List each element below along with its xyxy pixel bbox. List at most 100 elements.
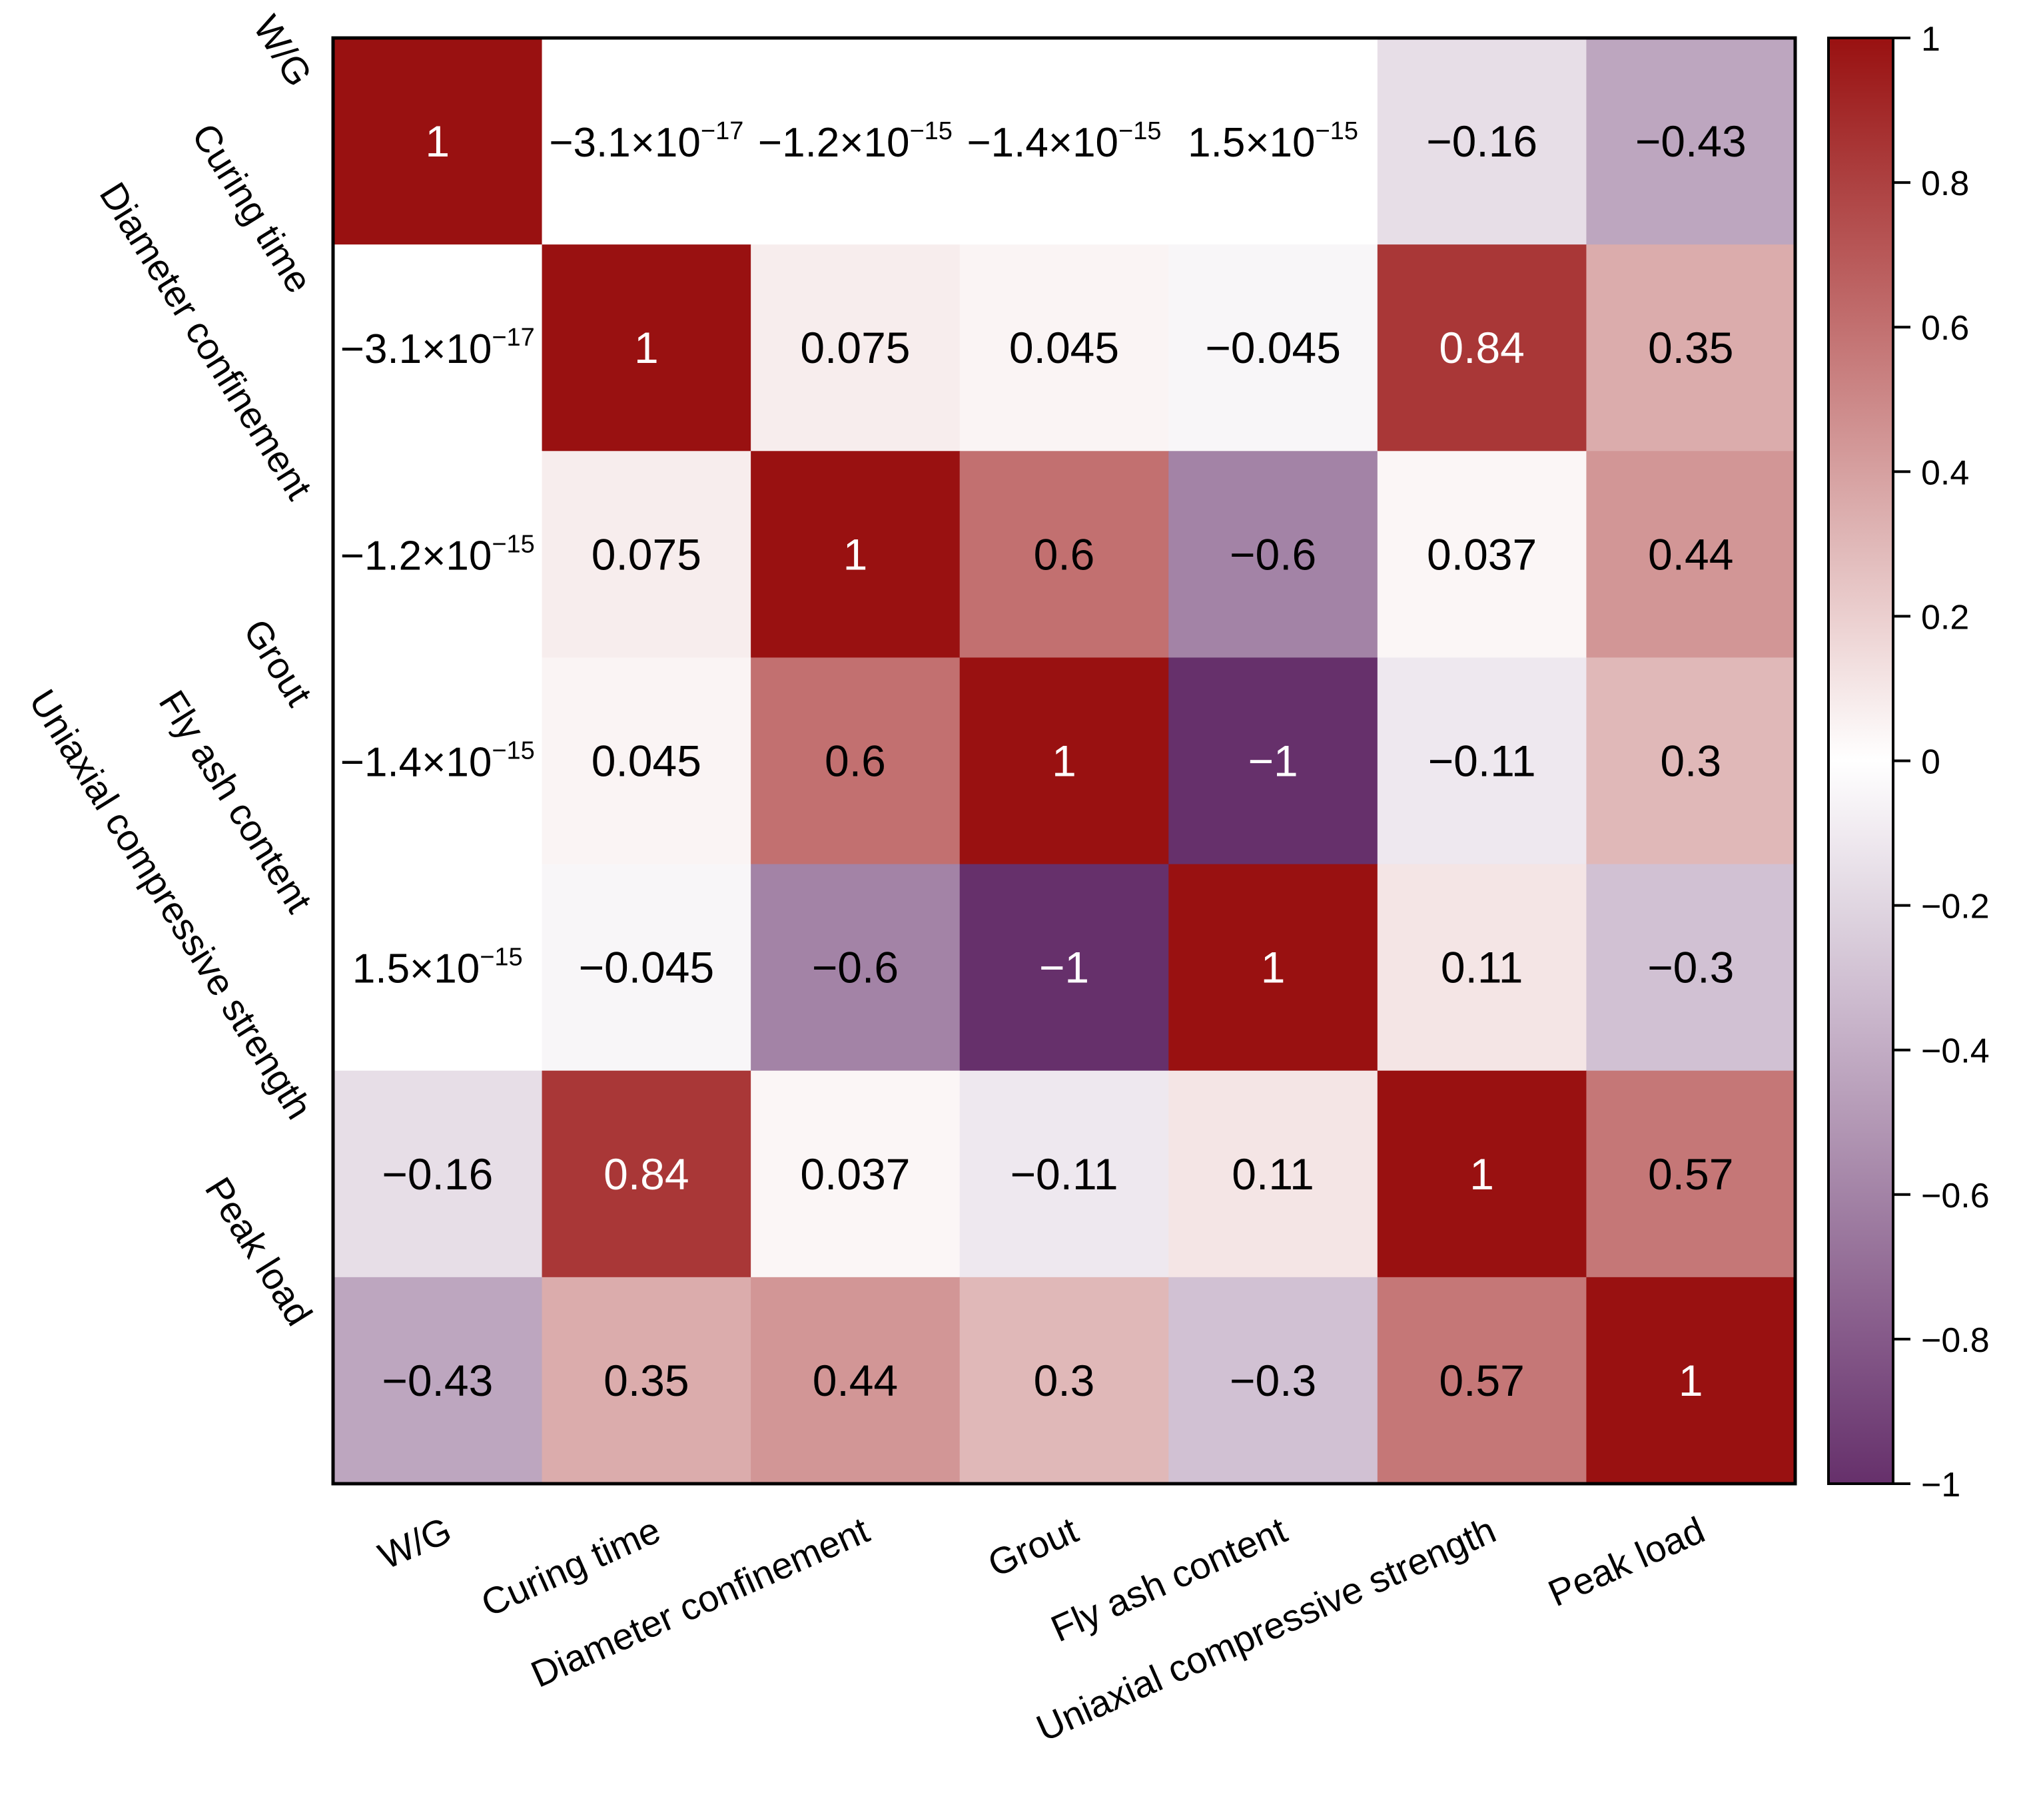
heatmap-cell [1586, 244, 1796, 452]
cell-value-label: 1 [1679, 1356, 1703, 1405]
cell-value-label: −0.3 [1647, 943, 1734, 992]
cell-value-label: −1.2×10−15 [758, 117, 953, 166]
heatmap-cell [959, 1070, 1169, 1278]
heatmap-cell [1377, 864, 1587, 1071]
colorbar-ticks: 1 0.8 0.6 0.4 0.2 0 −0.2 −0.4 −0.6 −0.8 −1 [1893, 20, 1990, 1504]
cell-value-label: 0.075 [592, 529, 701, 579]
heatmap-cell [1168, 451, 1378, 659]
cell-value-label: 0.84 [604, 1149, 689, 1199]
heatmap-cell [751, 38, 961, 245]
heatmap-cell [333, 864, 543, 1071]
cell-value-label: 0.037 [800, 1149, 910, 1199]
heatmap-cell [1586, 1070, 1796, 1278]
heatmap-cell [1168, 864, 1378, 1071]
heatmap-cells [333, 38, 1796, 1484]
cell-value-label: −0.045 [1205, 323, 1341, 372]
y-axis-label: W/G [245, 8, 320, 93]
cell-value-label: 1.5×10−15 [352, 944, 523, 992]
cell-value-label: 1 [634, 323, 659, 372]
heatmap-cell [959, 451, 1169, 659]
cell-value-label: 0.045 [592, 737, 701, 786]
cell-value-label: 0.84 [1439, 323, 1524, 372]
cell-value-label: 0.3 [1660, 737, 1721, 786]
heatmap-cell [751, 1070, 961, 1278]
colorbar-tick-label: −0.8 [1921, 1321, 1990, 1360]
cell-value-label: −1.4×10−15 [967, 117, 1161, 166]
cell-value-label: −1.4×10−15 [340, 737, 535, 786]
cell-value-label: 1 [843, 529, 868, 579]
cell-value-label: 0.045 [1009, 323, 1119, 372]
plot-frame [331, 36, 1797, 1486]
heatmap-cell [959, 657, 1169, 865]
cell-value-label: −0.6 [1230, 529, 1316, 579]
heatmap-cell [333, 1070, 543, 1278]
cell-value-label: 1.5×10−15 [1188, 117, 1358, 166]
cell-value-label: −1 [1248, 737, 1298, 786]
cell-value-label: 1 [1261, 943, 1286, 992]
colorbar-tick-label: −0.6 [1921, 1177, 1990, 1215]
cell-value-label: 0.57 [1648, 1149, 1733, 1199]
colorbar [1827, 37, 1894, 1485]
heatmap-cell [333, 38, 543, 245]
heatmap-cell [959, 864, 1169, 1071]
cell-value-label: 0.44 [1648, 529, 1733, 579]
heatmap-cell [1168, 657, 1378, 865]
heatmap-cell [959, 244, 1169, 452]
heatmap-cell [542, 244, 751, 452]
cell-value-label: 0.57 [1439, 1356, 1524, 1405]
heatmap-cell [542, 451, 751, 659]
cell-value-label: −1.2×10−15 [340, 530, 535, 579]
heatmap-cell [959, 38, 1169, 245]
heatmap-cell [1586, 864, 1796, 1071]
cell-value-label: −0.16 [382, 1149, 493, 1199]
cell-value-label: 0.6 [1034, 529, 1095, 579]
heatmap-cell [751, 1277, 961, 1484]
heatmap-cell [1168, 38, 1378, 245]
cell-value-label: 0.037 [1427, 529, 1537, 579]
heatmap-cell [333, 1277, 543, 1484]
cell-value-label: 1 [1469, 1149, 1494, 1199]
heatmap-cell [1168, 1070, 1378, 1278]
heatmap-cell [1377, 1277, 1587, 1484]
cell-value-label: −0.43 [1635, 117, 1747, 166]
colorbar-tick-label: 0.8 [1921, 164, 1969, 203]
cell-value-label: −3.1×10−17 [340, 324, 535, 372]
heatmap-cell [542, 1070, 751, 1278]
x-axis-label: W/G [372, 1508, 458, 1577]
heatmap-cell [751, 657, 961, 865]
cell-value-label: −0.11 [1010, 1149, 1118, 1199]
y-axis-label: Grout [236, 612, 321, 714]
cell-value-label: −1 [1039, 943, 1089, 992]
cell-value-label: 0.35 [1648, 323, 1733, 372]
colorbar-tick-label: −1 [1921, 1466, 1960, 1504]
heatmap-cell [542, 657, 751, 865]
heatmap-cell [1377, 38, 1587, 245]
cell-value-label: −0.11 [1428, 737, 1536, 786]
cell-value-label: 1 [1052, 737, 1076, 786]
colorbar-tick-label: 0.6 [1921, 309, 1969, 348]
heatmap-cell [1586, 451, 1796, 659]
cell-value-label: −0.43 [382, 1356, 493, 1405]
heatmap-cell [542, 38, 751, 245]
heatmap-cell [1168, 244, 1378, 452]
heatmap-cell [333, 244, 543, 452]
colorbar-tick-label: −0.2 [1921, 888, 1990, 926]
cell-value-label: −0.045 [578, 943, 714, 992]
y-axis-label: Curing time [184, 116, 320, 300]
cell-value-label: −0.16 [1426, 117, 1537, 166]
heatmap-cell [751, 244, 961, 452]
heatmap-cell [542, 1277, 751, 1484]
colorbar-tick-label: 0.2 [1921, 598, 1969, 637]
cell-value-label: 0.35 [604, 1356, 689, 1405]
heatmap-cell [1586, 657, 1796, 865]
x-axis-label: Peak load [1542, 1508, 1711, 1614]
heatmap-cell [751, 451, 961, 659]
heatmap-cell [751, 864, 961, 1071]
heatmap-cell [959, 1277, 1169, 1484]
heatmap-cell [1377, 244, 1587, 452]
heatmap-cell [333, 451, 543, 659]
heatmap-cell [1586, 1277, 1796, 1484]
heatmap-cell [1586, 38, 1796, 245]
cell-value-label: −0.3 [1230, 1356, 1316, 1405]
